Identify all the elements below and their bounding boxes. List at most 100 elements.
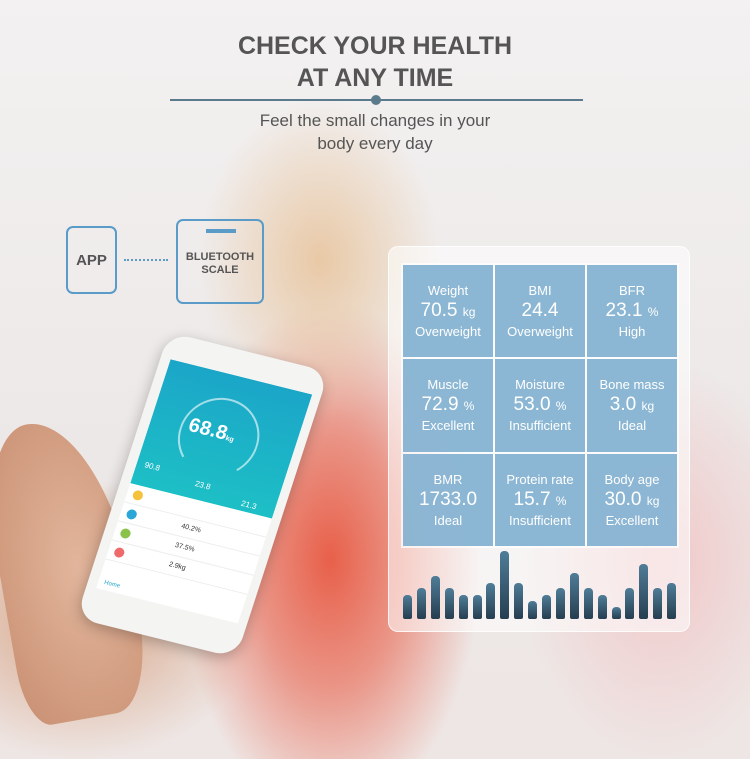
metric-label: Body age xyxy=(604,471,660,487)
row-value: 37.5% xyxy=(174,542,196,554)
bar xyxy=(528,601,538,619)
metric-cell: Muscle 72.9 % Excellent xyxy=(403,359,493,452)
stat-1: 90.8 xyxy=(143,460,162,473)
tab-home[interactable]: Home xyxy=(103,579,121,590)
metric-value: 70.5 xyxy=(420,300,458,322)
bar xyxy=(569,572,579,619)
bone-icon xyxy=(113,546,126,559)
metric-value: 23.1 xyxy=(605,300,643,322)
smartphone: 68.8kg 90.8 23.8 21.3 40.2% 37.5% 2.9kg … xyxy=(75,332,330,658)
bar xyxy=(555,588,565,619)
divider-dot xyxy=(371,95,381,105)
metric-unit: % xyxy=(555,493,567,508)
metric-label: BMR xyxy=(433,471,463,487)
metrics-panel: Weight 70.5 kg Overweight BMI 24.4 Overweigh… xyxy=(388,246,690,632)
title-line-1: CHECK YOUR HEALTH xyxy=(237,32,513,60)
metric-value: 30.0 xyxy=(604,488,642,510)
bar xyxy=(486,582,496,619)
metric-label: Protein rate xyxy=(506,471,574,487)
bar xyxy=(458,594,468,619)
metric-value-row: 53.0 % xyxy=(495,394,585,416)
metric-status: High xyxy=(618,324,646,340)
metric-value-row: 23.1 % xyxy=(587,300,677,322)
metric-status: Overweight xyxy=(415,324,481,340)
title-line-2: AT ANY TIME xyxy=(296,64,454,92)
subtitle-line-2: body every day xyxy=(317,134,433,153)
app-box: APP xyxy=(66,226,117,294)
scale-label-2: SCALE xyxy=(201,264,239,276)
metric-value-row: 1733.0 xyxy=(403,489,493,511)
bar xyxy=(430,576,440,619)
row-value: 40.2% xyxy=(180,522,202,535)
scale-label-1: BLUETOOTH xyxy=(185,251,255,263)
metric-label: Weight xyxy=(427,283,469,299)
metric-label: Bone mass xyxy=(599,377,665,393)
stat-2: 23.8 xyxy=(193,479,212,492)
moisture-icon xyxy=(119,527,133,540)
metric-unit: % xyxy=(463,399,475,414)
subtitle: Feel the small changes in your body every… xyxy=(0,109,750,155)
metric-status: Ideal xyxy=(433,512,463,528)
bar xyxy=(472,594,482,619)
metric-label: BFR xyxy=(619,283,645,299)
bar xyxy=(403,594,412,619)
metric-label: Moisture xyxy=(515,377,565,393)
app-label: APP xyxy=(76,251,107,269)
bar-graphic xyxy=(403,547,679,619)
metric-cell: Protein rate 15.7 % Insufficient xyxy=(495,453,585,546)
metric-value-row: 24.4 xyxy=(495,300,585,322)
metrics-grid: Weight 70.5 kg Overweight BMI 24.4 Overweigh… xyxy=(401,263,679,548)
metric-status: Overweight xyxy=(507,324,573,340)
metric-cell: Bone mass 3.0 kg Ideal xyxy=(587,359,677,452)
metric-unit: kg xyxy=(641,399,655,414)
scale-display-icon xyxy=(206,229,236,233)
metric-value-row: 15.7 % xyxy=(495,489,585,511)
subtitle-line-1: Feel the small changes in your xyxy=(259,111,491,130)
metric-value: 15.7 xyxy=(513,488,551,510)
metric-cell: BMI 24.4 Overweight xyxy=(495,265,585,358)
metric-value: 3.0 xyxy=(609,394,637,416)
bar xyxy=(514,582,524,619)
metric-value-row: 3.0 kg xyxy=(587,394,677,416)
metric-unit: % xyxy=(647,305,659,320)
bar xyxy=(625,588,635,619)
bar xyxy=(416,588,426,619)
stat-3: 21.3 xyxy=(239,498,258,512)
metric-cell: BMR 1733.0 Ideal xyxy=(403,453,493,546)
metric-cell: Body age 30.0 kg Excellent xyxy=(587,453,677,546)
metric-unit: kg xyxy=(462,305,476,320)
bar xyxy=(583,588,593,619)
bar xyxy=(653,588,663,619)
metric-unit: % xyxy=(555,399,567,414)
metric-cell: Moisture 53.0 % Insufficient xyxy=(495,359,585,452)
bar xyxy=(542,594,551,619)
metric-value-row: 72.9 % xyxy=(403,394,493,416)
metric-status: Insufficient xyxy=(509,418,571,434)
bar xyxy=(639,563,649,619)
bar xyxy=(667,582,677,619)
metric-value: 24.4 xyxy=(521,300,559,322)
metric-status: Excellent xyxy=(605,512,659,528)
metric-value: 72.9 xyxy=(421,394,459,416)
metric-status: Insufficient xyxy=(509,512,571,528)
bar xyxy=(611,607,621,619)
metric-status: Ideal xyxy=(617,418,647,434)
metric-cell: Weight 70.5 kg Overweight xyxy=(403,265,493,358)
metric-status: Excellent xyxy=(421,418,475,434)
bluetooth-scale-box: BLUETOOTH SCALE xyxy=(176,219,264,304)
muscle-icon xyxy=(125,507,139,520)
metric-value-row: 30.0 kg xyxy=(587,489,677,511)
bar xyxy=(500,551,510,619)
metric-label: BMI xyxy=(528,283,552,299)
metric-value: 53.0 xyxy=(513,394,551,416)
metric-label: Muscle xyxy=(427,377,469,393)
body-icon xyxy=(131,488,145,501)
phone-screen: 68.8kg 90.8 23.8 21.3 40.2% 37.5% 2.9kg … xyxy=(96,359,313,624)
metric-unit: kg xyxy=(646,493,660,508)
metric-value: 1733.0 xyxy=(418,488,478,510)
bar xyxy=(597,594,607,619)
page-title: CHECK YOUR HEALTH AT ANY TIME xyxy=(0,30,750,94)
metric-cell: BFR 23.1 % High xyxy=(587,265,677,358)
bar xyxy=(444,588,454,619)
connection-dotted-line xyxy=(124,259,168,261)
